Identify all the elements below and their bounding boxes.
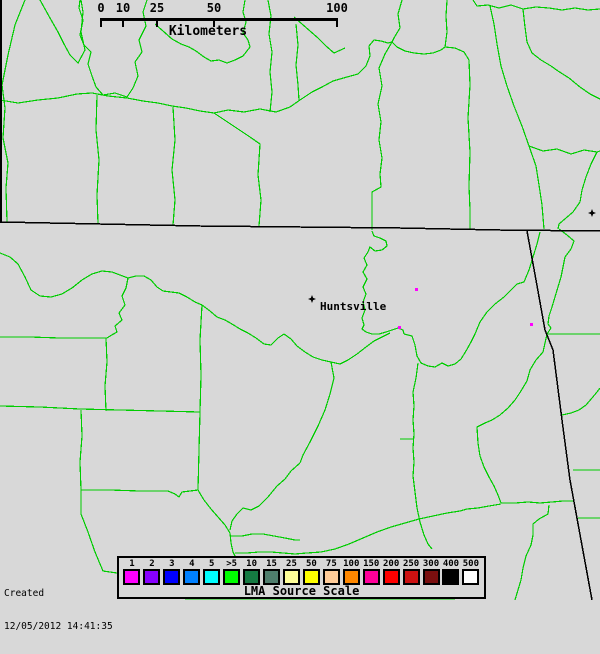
legend-entry: 25: [282, 559, 302, 585]
scale-bar: 0 10 25 50 100 Kilometers: [0, 0, 600, 45]
legend-entry-label: 4: [189, 559, 195, 569]
legend-entry-label: >5: [226, 559, 238, 569]
scale-bar-line: [101, 18, 337, 21]
scale-tick: [336, 18, 338, 27]
state-boundaries: [0, 0, 600, 600]
legend-entry-label: 75: [325, 559, 337, 569]
legend-entry: 15: [262, 559, 282, 585]
legend: 1 2 3 4 5 >5 10 15 25 50 75 100 150 200 250 300 400 500 L…: [117, 556, 486, 599]
legend-entry: 400: [441, 559, 461, 585]
scale-tick-label: 10: [115, 1, 131, 15]
scale-tick: [156, 18, 158, 27]
legend-swatch: [342, 569, 360, 585]
legend-swatch: [442, 569, 460, 585]
legend-entry-label: 2: [149, 559, 155, 569]
lma-map-view[interactable]: Huntsville 0 10 25 50 100 Kilometers Created…: [0, 0, 600, 632]
legend-entries: 1 2 3 4 5 >5 10 15 25 50 75 100 150 200 250 300 400 500: [119, 558, 484, 585]
legend-swatch: [302, 569, 320, 585]
legend-entry: 250: [401, 559, 421, 585]
legend-entry: 5: [202, 559, 222, 585]
legend-entry-label: 3: [169, 559, 175, 569]
legend-swatch: [143, 569, 161, 585]
legend-entry: 2: [142, 559, 162, 585]
legend-swatch: [263, 569, 281, 585]
scale-tick: [100, 18, 102, 27]
al-ga-state-line: [526, 230, 593, 600]
legend-entry: 300: [421, 559, 441, 585]
tn-al-state-line: [0, 221, 600, 232]
legend-swatch: [422, 569, 440, 585]
legend-entry-label: 50: [305, 559, 317, 569]
legend-entry-label: 100: [343, 559, 360, 569]
scale-tick-label: 0: [97, 1, 105, 15]
legend-entry: 100: [341, 559, 361, 585]
legend-entry-label: 300: [422, 559, 440, 569]
legend-entry-label: 10: [246, 559, 258, 569]
legend-swatch: [322, 569, 340, 585]
county-boundaries: [0, 0, 600, 600]
legend-swatch: [462, 569, 480, 585]
scale-unit-label: Kilometers: [168, 24, 248, 39]
legend-entry-label: 5: [209, 559, 215, 569]
scale-tick: [122, 18, 124, 27]
legend-entry: 3: [162, 559, 182, 585]
created-label: Created: [4, 588, 45, 599]
legend-entry: 500: [461, 559, 481, 585]
legend-entry-label: 1: [129, 559, 135, 569]
scale-tick-label: 25: [149, 1, 165, 15]
legend-entry-label: 250: [402, 559, 420, 569]
legend-entry: 75: [321, 559, 341, 585]
legend-swatch: [163, 569, 181, 585]
scale-tick-label: 50: [206, 1, 222, 15]
legend-swatch: [123, 569, 141, 585]
legend-swatch: [382, 569, 400, 585]
legend-entry-label: 500: [462, 559, 480, 569]
legend-entry-label: 400: [442, 559, 460, 569]
created-stamp: Created 12/05/2012 14:41:35: [4, 566, 113, 654]
legend-swatch: [203, 569, 221, 585]
legend-entry: 10: [242, 559, 262, 585]
legend-swatch: [183, 569, 201, 585]
legend-entry-label: 15: [266, 559, 277, 569]
county-map-canvas: [0, 0, 600, 600]
scale-tick-label: 100: [326, 1, 348, 15]
legend-entry-label: 25: [286, 559, 297, 569]
legend-swatch: [402, 569, 420, 585]
legend-entry-label: 150: [363, 559, 380, 569]
legend-swatch: [282, 569, 300, 585]
legend-title: LMA Source Scale: [243, 584, 360, 598]
legend-swatch: [223, 569, 241, 585]
scale-tick: [213, 18, 215, 27]
legend-swatch: [362, 569, 380, 585]
legend-entry: >5: [222, 559, 242, 585]
legend-entry-label: 200: [383, 559, 400, 569]
legend-entry: 1: [122, 559, 142, 585]
legend-entry: 50: [301, 559, 321, 585]
legend-swatch: [243, 569, 261, 585]
created-timestamp: 12/05/2012 14:41:35: [4, 621, 113, 632]
legend-entry: 4: [182, 559, 202, 585]
legend-entry: 150: [361, 559, 381, 585]
legend-entry: 200: [381, 559, 401, 585]
